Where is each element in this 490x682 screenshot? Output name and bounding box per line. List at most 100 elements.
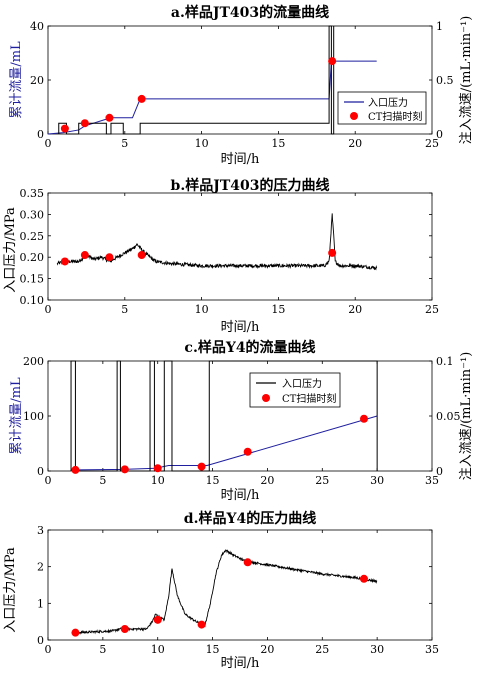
- x-tick-label: 0: [45, 643, 52, 656]
- y2-axis-label: 注入流速/(mL·min⁻¹): [459, 352, 474, 481]
- ct-scan-marker: [243, 447, 252, 456]
- y2-tick-label: 0.1: [436, 355, 454, 368]
- y2-tick-label: 0: [436, 465, 443, 478]
- y-axis-label: 入口压力/MPa: [3, 547, 18, 633]
- ct-scan-marker: [243, 558, 252, 567]
- x-tick-label: 0: [45, 474, 52, 487]
- ct-scan-marker: [120, 625, 129, 633]
- y-tick-label: 100: [23, 410, 44, 423]
- x-tick-label: 20: [260, 474, 274, 487]
- x-tick-label: 30: [370, 643, 384, 656]
- x-axis-label: 时间/h: [221, 320, 260, 335]
- y-axis-label: 累计流量/mL: [9, 377, 24, 455]
- ct-scan-marker: [328, 57, 337, 66]
- y-tick-label: 1: [37, 597, 44, 610]
- x-tick-label: 10: [151, 474, 165, 487]
- plot-area: [47, 529, 433, 641]
- y2-tick-label: 1: [436, 20, 443, 33]
- legend-label-ct: CT扫描时刻: [368, 110, 422, 123]
- x-tick-label: 20: [348, 137, 362, 150]
- y2-tick-label: 0.5: [436, 74, 454, 87]
- ct-scan-marker: [328, 248, 337, 257]
- chart-panel-c: c.样品Y4的流量曲线 时间/h 累计流量/mL 注入流速/(mL·min⁻¹)…: [9, 339, 474, 503]
- chart-panel-a: a.样品JT403的流量曲线 时间/h 累计流量/mL 注入流速/(mL·min…: [9, 4, 474, 167]
- chart-title: a.样品JT403的流量曲线: [171, 4, 329, 21]
- plot-area: [47, 192, 433, 301]
- x-axis-label: 时间/h: [221, 488, 260, 503]
- chart-panel-d: d.样品Y4的压力曲线 时间/h 入口压力/MPa 0 5 10 15 20 25 30 35…: [3, 510, 439, 671]
- x-tick-label: 15: [271, 137, 285, 150]
- ct-scan-marker: [71, 628, 80, 637]
- x-tick-label: 15: [271, 303, 285, 316]
- x-tick-label: 35: [425, 643, 439, 656]
- x-tick-label: 10: [151, 643, 165, 656]
- y-tick-label: 0.15: [20, 273, 45, 286]
- plot-area: [47, 360, 433, 472]
- x-tick-label: 25: [315, 643, 329, 656]
- ct-scan-marker: [153, 615, 162, 624]
- x-axis-label: 时间/h: [221, 656, 260, 671]
- injection-rate-line: [70, 360, 378, 472]
- cumulative-flow-line: [75, 415, 378, 471]
- y-tick-label: 0: [37, 634, 44, 647]
- x-tick-label: 25: [425, 137, 439, 150]
- ct-scan-marker: [71, 465, 80, 474]
- chart-title: b.样品JT403的压力曲线: [171, 177, 330, 194]
- ct-scan-marker: [153, 464, 162, 473]
- ct-scan-marker: [120, 465, 129, 474]
- y-tick-label: 0.20: [20, 251, 45, 264]
- ct-scan-marker: [105, 113, 114, 122]
- inlet-pressure-line: [72, 549, 378, 635]
- ct-scan-marker: [137, 251, 146, 260]
- x-tick-label: 15: [206, 474, 220, 487]
- ct-scan-marker: [60, 124, 69, 133]
- legend-label-ct: CT扫描时刻: [282, 392, 336, 405]
- y-tick-label: 0.35: [20, 187, 45, 200]
- y-tick-label: 3: [37, 524, 44, 537]
- legend: 入口压力 CT扫描时刻: [249, 372, 341, 408]
- ct-scan-marker: [197, 462, 206, 471]
- x-tick-label: 5: [121, 303, 128, 316]
- ct-scan-marker: [359, 574, 368, 583]
- x-axis-label: 时间/h: [221, 152, 260, 167]
- x-tick-label: 5: [99, 474, 106, 487]
- x-tick-label: 35: [425, 474, 439, 487]
- ct-scan-marker: [197, 620, 206, 629]
- x-tick-label: 15: [206, 643, 220, 656]
- injection-rate-line: [58, 25, 335, 135]
- ct-scan-marker: [359, 414, 368, 423]
- x-tick-label: 5: [99, 643, 106, 656]
- ct-scan-marker: [60, 257, 69, 266]
- chart-title: c.样品Y4的流量曲线: [184, 339, 315, 356]
- legend-label-pressure: 入口压力: [368, 96, 408, 109]
- y-tick-label: 200: [23, 355, 44, 368]
- x-tick-label: 10: [195, 303, 209, 316]
- y-tick-label: 0: [37, 128, 44, 141]
- inlet-pressure-line: [56, 213, 378, 271]
- y-tick-label: 0: [37, 465, 44, 478]
- y2-tick-label: 0.05: [436, 410, 461, 423]
- x-tick-label: 25: [315, 474, 329, 487]
- y-axis-label: 累计流量/mL: [9, 41, 24, 119]
- ct-scan-marker: [80, 119, 89, 128]
- ct-scan-marker: [80, 251, 89, 260]
- y-tick-label: 2: [37, 561, 44, 574]
- x-tick-label: 30: [370, 474, 384, 487]
- y-tick-label: 0.10: [20, 294, 45, 307]
- ct-scan-marker: [105, 253, 114, 262]
- x-tick-label: 10: [195, 137, 209, 150]
- legend: 入口压力 CT扫描时刻: [337, 91, 427, 125]
- y2-tick-label: 0: [436, 128, 443, 141]
- legend-label-pressure: 入口压力: [282, 377, 322, 390]
- y-tick-label: 40: [30, 20, 44, 33]
- x-tick-label: 5: [121, 137, 128, 150]
- y-axis-label: 入口压力/MPa: [3, 207, 18, 293]
- x-tick-label: 0: [45, 137, 52, 150]
- y-tick-label: 20: [30, 74, 44, 87]
- chart-panel-b: b.样品JT403的压力曲线 时间/h 入口压力/MPa 0 5 10 15 20 25 0…: [3, 177, 439, 335]
- ct-scan-marker: [137, 94, 146, 103]
- y-tick-label: 0.25: [20, 230, 45, 243]
- x-tick-label: 20: [260, 643, 274, 656]
- x-tick-label: 20: [348, 303, 362, 316]
